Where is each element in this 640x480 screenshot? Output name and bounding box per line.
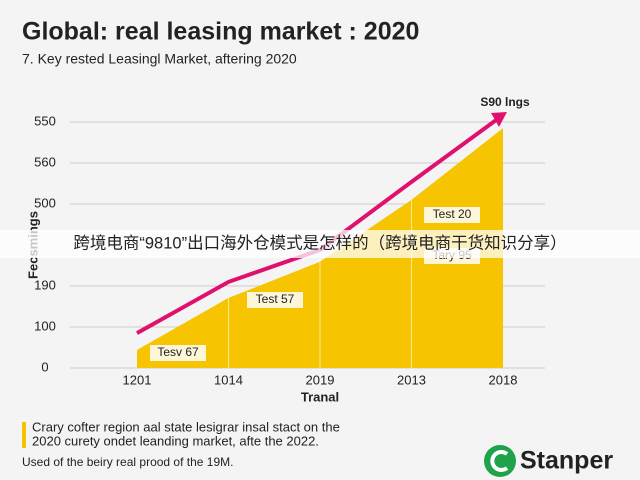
- y-tick-label: 500: [34, 195, 56, 210]
- x-tick-label: 1014: [214, 372, 243, 387]
- subtitle: 7. Key rested Leasingl Market, aftering …: [22, 51, 297, 67]
- footnote: 2020 curety ondet leanding market, afte …: [32, 433, 319, 448]
- footnote-bar: [22, 422, 26, 448]
- overlay-text: 跨境电商“9810”出口海外仓模式是怎样的（跨境电商干货知识分享）: [73, 233, 566, 252]
- annotation-box: [247, 292, 303, 308]
- logo-icon: [484, 445, 516, 477]
- logo-glyph: [490, 450, 509, 472]
- annotation: Tesv 67: [157, 345, 199, 359]
- annotation: Test 20: [433, 207, 472, 221]
- source: Used of the beiry real prood of the 19M.: [22, 455, 233, 469]
- x-axis-label: Tranal: [301, 389, 339, 404]
- overlay-band: [0, 230, 640, 258]
- y-tick-label: 190: [34, 277, 56, 292]
- x-tick-label: 2019: [306, 372, 335, 387]
- annotation-box: [150, 345, 206, 361]
- x-tick-label: 2013: [397, 372, 426, 387]
- arrow-head: [491, 112, 507, 128]
- y-tick-label: 100: [34, 318, 56, 333]
- footnote: Crary cofter region aal state lesigrar i…: [32, 419, 340, 434]
- y-tick-label: 560: [34, 154, 56, 169]
- y-tick-label: 0: [41, 359, 48, 374]
- x-tick-label: 1201: [123, 372, 152, 387]
- annotation: Test 57: [256, 292, 295, 306]
- x-tick-label: 2018: [489, 372, 518, 387]
- annotation-box: [424, 207, 480, 223]
- y-tick-label: 550: [34, 113, 56, 128]
- logo: Stanper: [520, 447, 613, 475]
- chart-title: Global: real leasing market : 2020: [22, 18, 419, 46]
- annotation: S90 lngs: [480, 95, 530, 109]
